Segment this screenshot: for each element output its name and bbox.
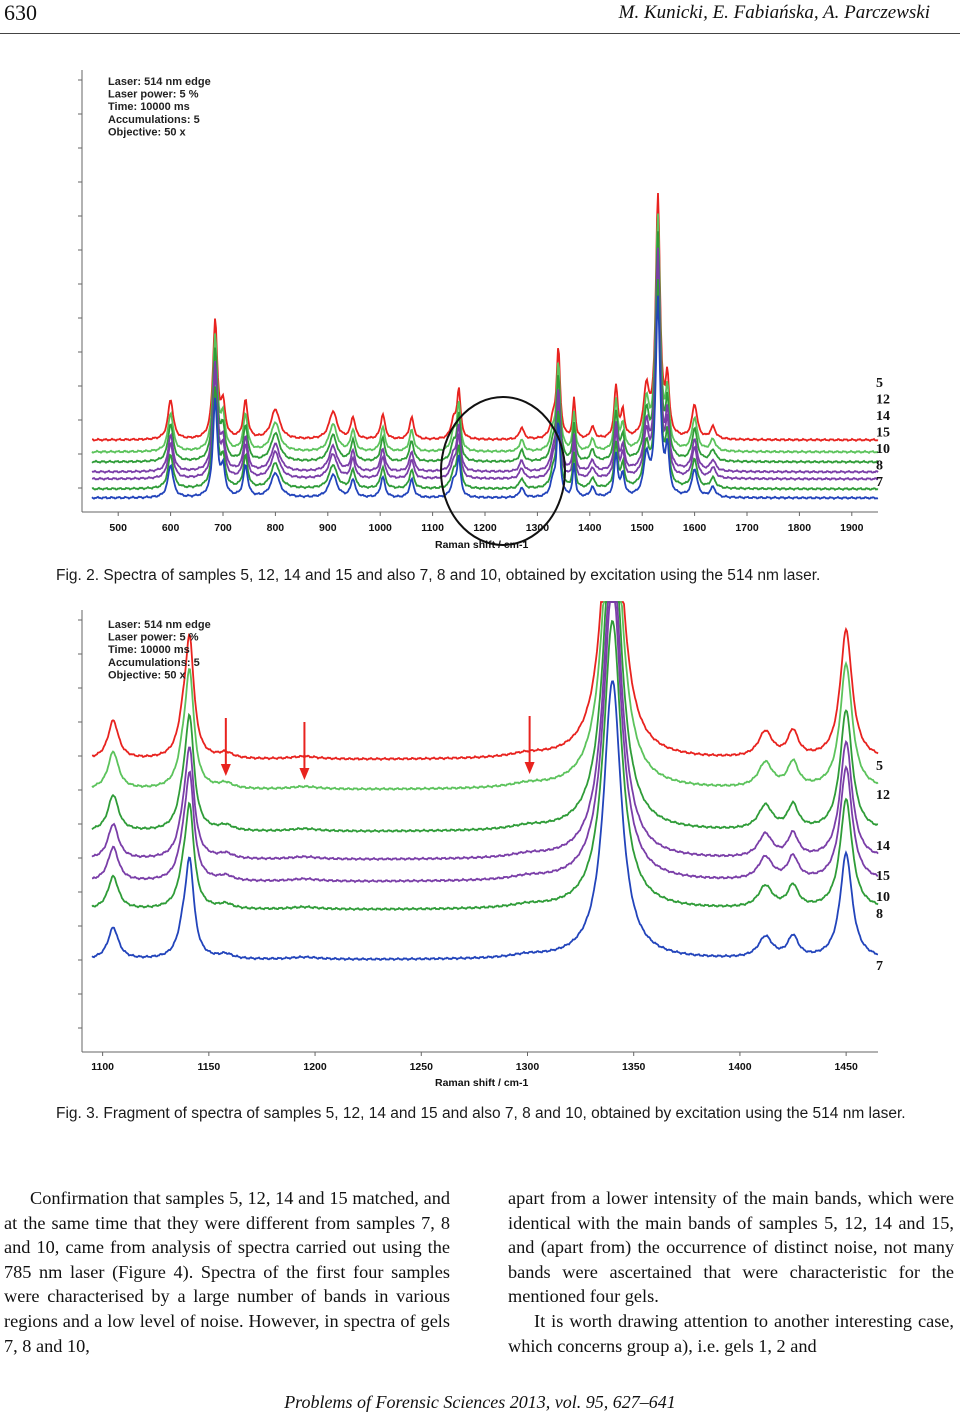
series-label: 12 xyxy=(876,788,890,803)
acquisition-info-line: Laser: 514 nm edge xyxy=(108,619,211,631)
acquisition-info-line: Accumulations: 5 xyxy=(108,657,200,669)
series-label: 7 xyxy=(876,475,883,490)
spectrum-line-5 xyxy=(91,601,879,762)
spectrum-line-8 xyxy=(91,619,879,912)
x-tick-label: 1300 xyxy=(516,1061,540,1073)
figure-2-chart: 500 600 700 800 900 1000 1100 1200 1300 1400 1500 1… xyxy=(78,70,890,551)
series-label: 14 xyxy=(876,409,890,424)
spectrum-line-15 xyxy=(91,247,879,475)
x-tick-label: 1100 xyxy=(91,1061,114,1073)
x-tick-label: 600 xyxy=(162,522,180,534)
figure-3-chart: 1100 1150 1200 1250 1300 1350 1400 1450 5 12 14 15… xyxy=(78,601,890,1089)
spectrum-line-15 xyxy=(91,601,879,862)
series-label: 12 xyxy=(876,393,890,408)
series-label: 15 xyxy=(876,426,890,441)
x-tick-label: 1150 xyxy=(197,1061,220,1073)
running-head: M. Kunicki, E. Fabiańska, A. Parczewski xyxy=(618,2,930,23)
x-tick-label: 800 xyxy=(267,522,285,534)
acquisition-info-line: Accumulations: 5 xyxy=(108,114,200,126)
acquisition-info-line: Laser power: 5 % xyxy=(108,89,199,101)
acquisition-info-line: Objective: 50 x xyxy=(108,126,187,138)
x-tick-label: 1700 xyxy=(735,522,759,534)
series-label: 8 xyxy=(876,907,883,922)
body-paragraph: It is worth drawing attention to another… xyxy=(508,1310,954,1356)
x-tick-label: 1200 xyxy=(473,522,497,534)
spectrum-line-12 xyxy=(91,601,879,792)
x-tick-label: 1200 xyxy=(303,1061,327,1073)
x-tick-label: 1400 xyxy=(578,522,602,534)
red-arrow xyxy=(299,722,310,780)
series-label: 5 xyxy=(876,376,883,391)
series-label: 7 xyxy=(876,959,883,974)
figure-3-caption: Fig. 3. Fragment of spectra of samples 5… xyxy=(56,1105,906,1122)
x-tick-label: 1600 xyxy=(683,522,707,534)
spectrum-line-7 xyxy=(91,680,879,962)
series-label: 10 xyxy=(876,442,890,457)
x-tick-label: 1000 xyxy=(369,522,393,534)
x-tick-label: 1500 xyxy=(631,522,655,534)
x-tick-label: 1450 xyxy=(834,1061,858,1073)
x-tick-label: 1250 xyxy=(410,1061,434,1073)
x-tick-label: 1350 xyxy=(622,1061,646,1073)
series-label: 10 xyxy=(876,890,890,905)
series-label: 14 xyxy=(876,839,890,854)
body-paragraph: Confirmation that samples 5, 12, 14 and … xyxy=(4,1188,450,1356)
body-left-column: Confirmation that samples 5, 12, 14 and … xyxy=(4,1186,450,1358)
spectrum-line-5 xyxy=(91,192,879,443)
header-rule xyxy=(0,33,960,34)
x-tick-label: 500 xyxy=(109,522,127,534)
journal-footer: Problems of Forensic Sciences 2013, vol.… xyxy=(284,1392,676,1412)
x-tick-label: 700 xyxy=(214,522,232,534)
spectrum-line-7 xyxy=(91,295,879,501)
x-tick-label: 1100 xyxy=(421,522,444,534)
spectrum-line-12 xyxy=(91,213,879,455)
acquisition-info-line: Laser power: 5 % xyxy=(108,632,199,644)
figure-2: 500 600 700 800 900 1000 1100 1200 1300 1400 1500 1… xyxy=(0,50,960,560)
figure-2-x-axis-label: Raman shift / cm-1 xyxy=(435,539,529,551)
figure-3: 1100 1150 1200 1250 1300 1350 1400 1450 5 12 14 15… xyxy=(0,600,960,1092)
series-label: 5 xyxy=(876,759,883,774)
x-tick-label: 1300 xyxy=(526,522,550,534)
spectrum-line-10 xyxy=(91,262,879,482)
spectrum-line-14 xyxy=(91,231,879,465)
body-right-column: apart from a lower intensity of the main… xyxy=(508,1186,954,1358)
red-arrow xyxy=(524,716,535,774)
x-tick-label: 900 xyxy=(319,522,337,534)
body-paragraph: apart from a lower intensity of the main… xyxy=(508,1188,954,1307)
series-label: 8 xyxy=(876,459,883,474)
figure-2-caption: Fig. 2. Spectra of samples 5, 12, 14 and… xyxy=(56,567,821,584)
acquisition-info-line: Time: 10000 ms xyxy=(108,101,190,113)
red-arrow xyxy=(220,718,231,776)
x-tick-label: 1900 xyxy=(840,522,864,534)
spectrum-line-8 xyxy=(91,279,879,491)
x-tick-label: 1800 xyxy=(788,522,812,534)
x-tick-label: 1400 xyxy=(728,1061,752,1073)
acquisition-info-line: Objective: 50 x xyxy=(108,669,187,681)
page-number: 630 xyxy=(4,0,37,25)
acquisition-info-line: Laser: 514 nm edge xyxy=(108,76,211,88)
acquisition-info-line: Time: 10000 ms xyxy=(108,644,190,656)
figure-3-x-axis-label: Raman shift / cm-1 xyxy=(435,1077,529,1089)
spectrum-line-10 xyxy=(91,601,879,884)
series-label: 15 xyxy=(876,869,890,884)
spectrum-line-14 xyxy=(91,601,879,834)
highlight-circle xyxy=(440,396,566,546)
